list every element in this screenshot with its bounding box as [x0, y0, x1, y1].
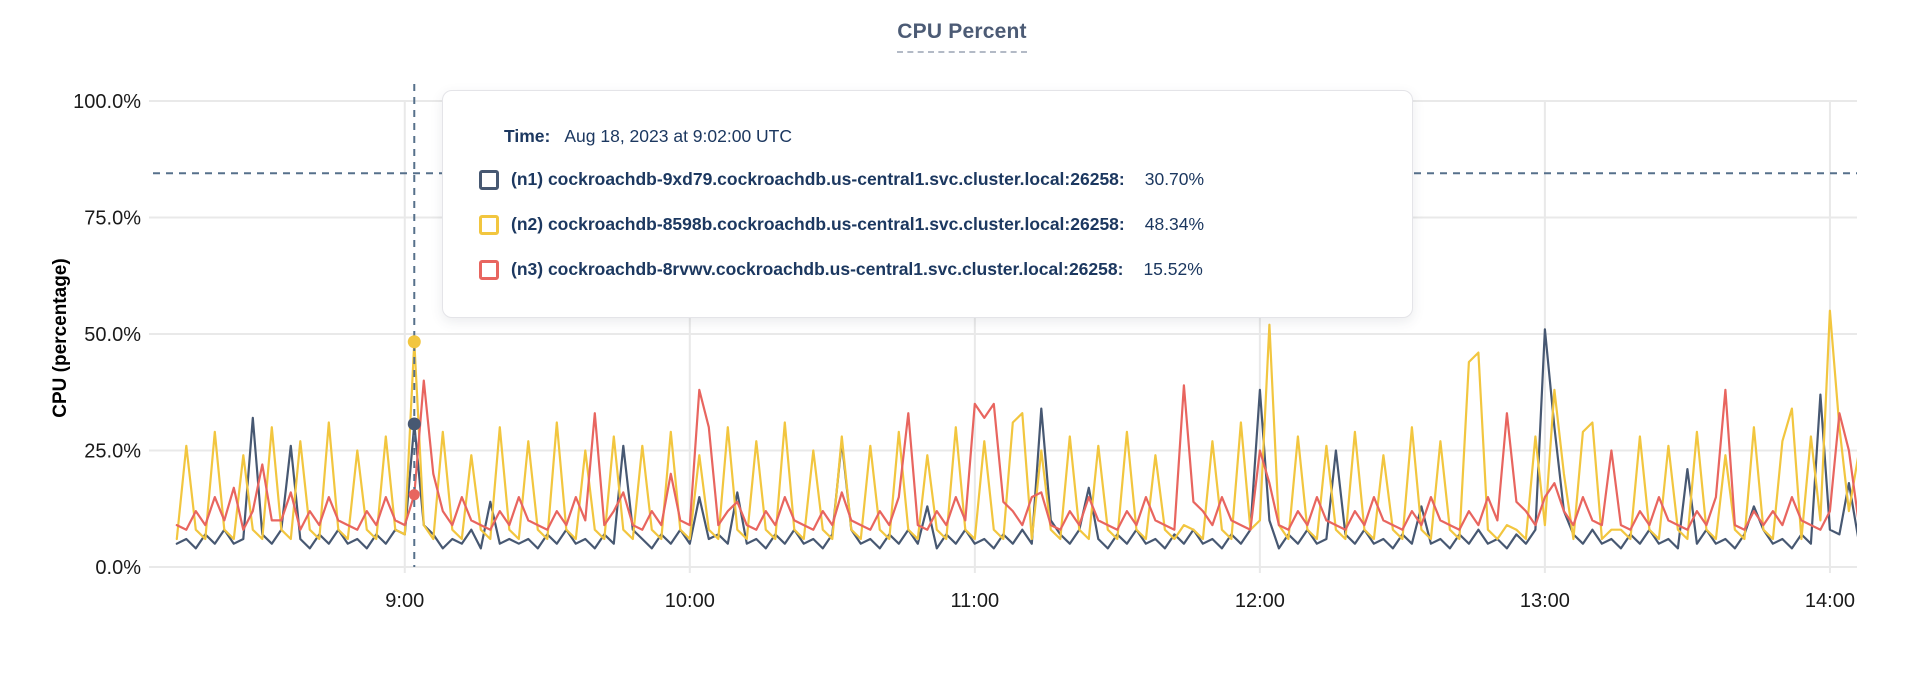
x-tick-label: 13:00 — [1520, 590, 1570, 612]
series-line-n3 — [175, 379, 1857, 531]
tooltip-series-row: (n3) cockroachdb-8rvwv.cockroachdb.us-ce… — [479, 247, 1382, 292]
tooltip-time-value: Aug 18, 2023 at 9:02:00 UTC — [564, 125, 793, 146]
series-n3-swatch-icon — [479, 259, 499, 280]
series-line-n1 — [175, 328, 1857, 550]
tooltip-time-row: Time: Aug 18, 2023 at 9:02:00 UTC — [504, 115, 1382, 157]
hover-marker-n1 — [407, 417, 421, 431]
series-line-n2 — [175, 309, 1857, 541]
y-tick-label: 25.0% — [84, 441, 141, 463]
y-axis-label: CPU (percentage) — [50, 258, 71, 418]
chart-title: CPU Percent — [897, 20, 1027, 53]
series-n2-swatch-icon — [479, 214, 499, 235]
series-n2-value: 48.34% — [1144, 214, 1205, 234]
chart-tooltip: Time: Aug 18, 2023 at 9:02:00 UTC (n1) c… — [442, 90, 1413, 318]
series-n2-label: (n2) cockroachdb-8598b.cockroachdb.us-ce… — [511, 214, 1125, 234]
series-n3-value: 15.52% — [1143, 259, 1203, 279]
tooltip-series-row: (n2) cockroachdb-8598b.cockroachdb.us-ce… — [479, 202, 1382, 247]
y-tick-label: 0.0% — [95, 557, 141, 579]
series-lines — [175, 309, 1857, 550]
tooltip-series-row: (n1) cockroachdb-9xd79.cockroachdb.us-ce… — [479, 157, 1382, 202]
x-tick-label: 11:00 — [951, 590, 1000, 612]
y-tick-label: 75.0% — [84, 208, 141, 230]
hover-marker-n3 — [408, 489, 420, 501]
hover-marker-n2 — [407, 335, 421, 349]
series-n1-value: 30.70% — [1144, 169, 1205, 189]
y-tick-label: 100.0% — [73, 91, 141, 113]
x-tick-label: 9:00 — [385, 590, 424, 612]
x-tick-label: 10:00 — [665, 590, 715, 612]
series-n3-label: (n3) cockroachdb-8rvwv.cockroachdb.us-ce… — [511, 259, 1124, 279]
hover-markers — [407, 335, 421, 501]
series-n1-swatch-icon — [479, 169, 499, 190]
series-n1-label: (n1) cockroachdb-9xd79.cockroachdb.us-ce… — [511, 169, 1125, 189]
chart-title-wrap: CPU Percent — [0, 20, 1924, 53]
tooltip-time-label: Time: — [504, 125, 551, 146]
y-tick-label: 50.0% — [84, 324, 141, 346]
x-tick-label: 12:00 — [1235, 590, 1285, 612]
x-tick-label: 14:00 — [1805, 590, 1855, 612]
